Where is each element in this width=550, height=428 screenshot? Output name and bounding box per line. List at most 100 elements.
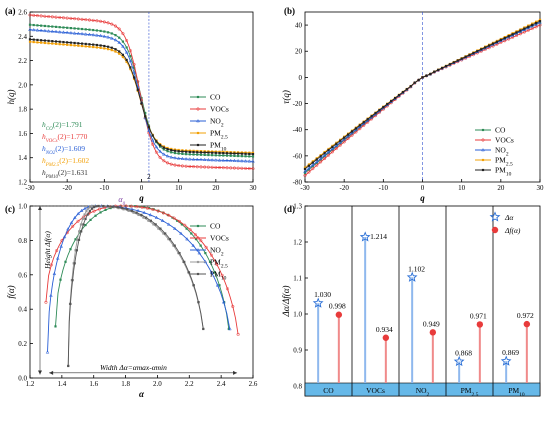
data-point [93,206,96,209]
plot-frame [29,205,254,379]
delta-alpha-value-label: 1.102 [408,264,425,273]
data-point [142,216,145,219]
data-point [495,40,499,43]
data-point [192,284,195,287]
data-point [534,20,538,23]
data-point [103,44,106,48]
data-point [203,150,206,153]
legend-marker [481,128,485,132]
data-point [39,28,43,32]
data-point [330,146,335,151]
data-point [121,53,125,56]
data-point [110,32,113,35]
data-point [177,219,182,223]
data-point [55,256,60,260]
data-point [176,219,179,222]
data-point [154,223,157,226]
data-point [118,36,121,39]
data-point [203,165,207,169]
data-point [135,211,138,214]
data-point [147,128,151,132]
data-point [162,146,165,149]
data-point [185,153,188,156]
x-axis-label: q [139,193,144,203]
data-point [97,207,101,211]
data-point [132,76,136,79]
data-point [47,15,51,19]
y-tick-label: 0.8 [293,383,302,391]
legend-label: VOCs [495,136,514,145]
data-point [390,99,393,103]
data-point [35,28,40,32]
data-point [248,152,251,156]
data-point [158,149,162,153]
data-point [65,16,69,20]
data-point [69,30,73,35]
data-point [83,213,86,216]
data-point [166,222,171,226]
delta-alpha-point [500,355,512,366]
panel-label: (a) [5,6,16,16]
data-point [52,271,57,276]
data-point [240,155,243,158]
data-point [47,39,50,42]
data-point [84,28,87,31]
data-point [507,35,510,38]
data-point [69,26,72,30]
data-point [217,158,222,162]
data-point [211,154,214,157]
data-point [338,143,342,147]
y-tick-label: 40 [295,22,303,30]
data-point [195,165,199,169]
data-point [54,40,58,43]
data-point [499,38,502,41]
data-point [32,23,35,27]
data-point [218,154,221,157]
data-point [433,70,436,73]
data-point [515,31,518,34]
data-point [319,154,322,157]
data-point [444,65,448,68]
data-point [172,226,177,230]
data-point [145,206,150,210]
data-point [207,151,210,154]
y-tick-label: 1.4 [18,154,27,162]
data-point [95,29,98,32]
data-point [228,158,233,162]
x-tick-label: -30 [25,184,35,192]
legend-label: PM2.5 [495,156,513,168]
data-point [199,239,203,243]
data-point [173,244,176,247]
data-point [531,23,534,27]
data-point [88,28,91,31]
data-point [98,33,103,38]
data-point [91,18,95,22]
data-point [225,166,229,170]
data-point [456,59,459,62]
legend-label: CO [495,126,506,135]
data-point [125,60,128,64]
data-point [84,217,87,221]
data-point [503,36,506,40]
data-point [55,249,59,253]
data-point [43,28,47,33]
data-point [144,115,147,118]
data-point [28,40,32,43]
data-point [193,233,198,237]
data-point [155,140,158,143]
y-tick-label: -40 [293,126,303,134]
data-point [103,47,106,50]
data-point [106,45,110,48]
data-point [122,208,125,211]
data-point [83,206,87,210]
data-point [225,154,229,157]
data-point [176,156,181,160]
data-point [199,244,202,247]
delta-f-point [523,320,531,328]
data-point [311,160,314,163]
data-point [460,57,463,60]
data-point [151,207,155,212]
data-point [487,44,491,47]
legend-marker [481,158,485,162]
data-point [54,325,57,328]
